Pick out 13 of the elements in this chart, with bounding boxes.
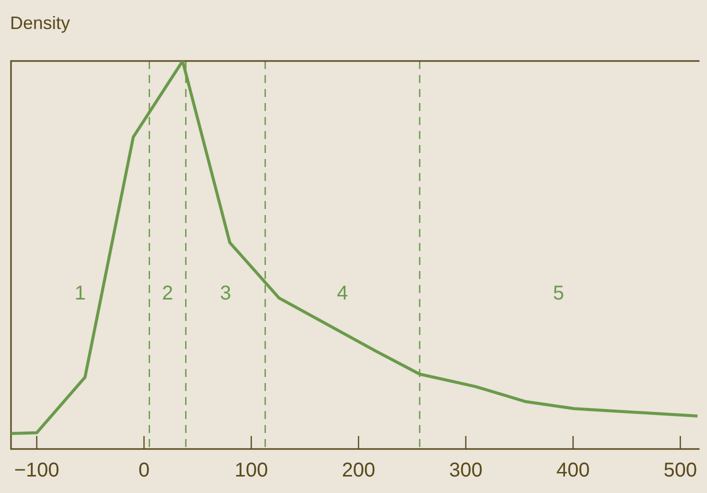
x-tick-label: 100 [234, 460, 268, 482]
x-tick-label: 0 [138, 460, 150, 482]
annotation: 2 [162, 282, 174, 304]
annotation: 1 [74, 282, 86, 304]
annotation: 3 [220, 282, 232, 304]
annotation: 4 [336, 282, 348, 304]
x-tick-label: 200 [342, 460, 376, 482]
x-tick-label: 400 [556, 460, 590, 482]
x-tick-label: 500 [664, 460, 698, 482]
x-tick-label: −100 [14, 460, 60, 482]
annotation: 5 [553, 282, 564, 304]
x-tick-label: 300 [449, 460, 482, 482]
y-axis-title: Density [10, 12, 70, 33]
